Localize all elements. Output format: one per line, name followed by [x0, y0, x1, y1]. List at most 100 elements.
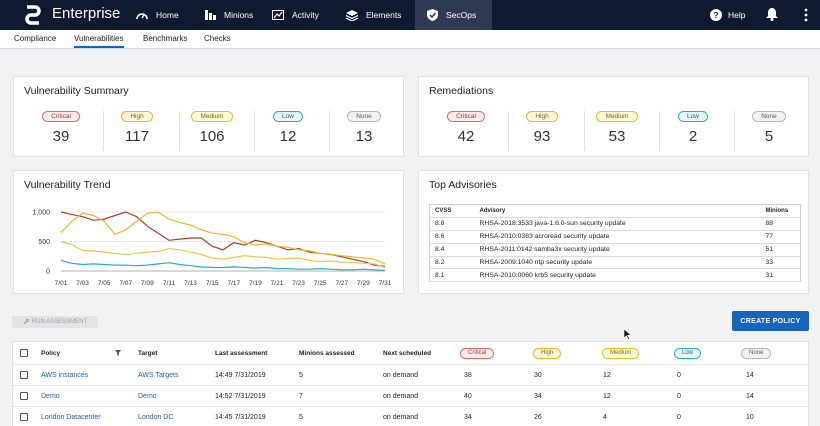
- series-line-3[interactable]: [60, 259, 386, 271]
- tab-checks[interactable]: Checks: [204, 34, 231, 43]
- advisory-name: RHSA-2018:3533 java-1.6.0-sun security u…: [474, 217, 761, 231]
- bell-icon[interactable]: [766, 8, 778, 21]
- checkbox[interactable]: [20, 371, 28, 379]
- column-header-policy[interactable]: Policy: [41, 342, 60, 364]
- minions-count: 51: [760, 243, 801, 257]
- policy-link[interactable]: Demo: [41, 392, 60, 400]
- x-tick-label: 7/01: [55, 280, 68, 287]
- table-row[interactable]: London Datacenter London DC 14:45 7/31/2…: [13, 407, 808, 426]
- shield-icon: [427, 9, 438, 21]
- tab-compliance[interactable]: Compliance: [14, 34, 57, 43]
- high-badge: High: [121, 111, 153, 122]
- critical-badge: Critical: [447, 111, 485, 122]
- target-link[interactable]: Demo: [138, 392, 157, 400]
- run-assessment-button[interactable]: RUN ASSESSMENT: [12, 316, 98, 328]
- remediation-medium[interactable]: Medium 53: [582, 111, 652, 145]
- tab-vulnerabilities[interactable]: Vulnerabilities: [74, 34, 124, 48]
- column-header: Next scheduled: [383, 349, 432, 357]
- next-scheduled: on demand: [383, 371, 419, 379]
- next-scheduled: on demand: [383, 413, 419, 421]
- policies-header-row: Policy Target Last assessment Minions as…: [13, 342, 808, 365]
- divider: [329, 111, 330, 151]
- x-tick-label: 7/23: [292, 280, 305, 287]
- table-row[interactable]: AWS instances AWS Targets 14:49 7/31/201…: [13, 365, 808, 386]
- remediations-card: Remediations Critical 42 High 93 Medium 53 …: [418, 76, 809, 157]
- tab-benchmarks[interactable]: Benchmarks: [143, 34, 188, 43]
- checkbox[interactable]: [20, 392, 28, 400]
- vulnerability-summary-card: Vulnerability Summary Critical 39 High 117…: [13, 76, 404, 157]
- column-header-target[interactable]: Target: [138, 342, 157, 364]
- secops-subnav: Compliance Vulnerabilities Benchmarks Ch…: [0, 30, 820, 49]
- vulnerability-trend-title: Vulnerability Trend: [24, 179, 111, 191]
- run-assessment-label: RUN ASSESSMENT: [31, 319, 88, 325]
- minions-count: 33: [760, 256, 801, 270]
- column-header-next-scheduled[interactable]: Next scheduled: [383, 342, 431, 364]
- column-header[interactable]: CVSS: [429, 204, 475, 218]
- column-header-medium[interactable]: Medium: [602, 342, 640, 364]
- advisory-row[interactable]: 8.6 RHSA-2010:0383 acroread security upda…: [429, 230, 801, 244]
- column-header[interactable]: Minions: [760, 204, 801, 218]
- advisories-header-row: CVSS Advisory Minions: [429, 204, 801, 218]
- target-link[interactable]: London DC: [138, 413, 174, 421]
- low-count: 0: [677, 371, 681, 379]
- last-assessment: 14:49 7/31/2019: [215, 371, 266, 379]
- column-header-none[interactable]: None: [741, 342, 772, 364]
- advisories-table: CVSS Advisory Minions 8.8 RHSA-2018:3533 …: [429, 204, 801, 283]
- row-checkbox[interactable]: [20, 407, 28, 426]
- select-all-checkbox[interactable]: [20, 342, 28, 364]
- row-checkbox[interactable]: [20, 386, 28, 406]
- server-icon: [205, 10, 216, 20]
- remediation-none[interactable]: None 5: [734, 111, 804, 145]
- brand-name: Enterprise: [52, 5, 121, 22]
- none-badge: None: [741, 347, 772, 359]
- filter-icon[interactable]: [115, 350, 121, 356]
- summary-critical[interactable]: Critical 39: [26, 111, 96, 145]
- summary-high[interactable]: High 117: [102, 111, 172, 145]
- nav-home[interactable]: Home: [136, 0, 179, 30]
- nav-activity[interactable]: Activity: [272, 0, 319, 30]
- advisory-row[interactable]: 8.8 RHSA-2018:3533 java-1.6.0-sun securit…: [429, 217, 801, 231]
- policy-link[interactable]: AWS instances: [41, 371, 89, 379]
- checkbox[interactable]: [20, 349, 28, 357]
- summary-low[interactable]: Low 12: [253, 111, 323, 145]
- last-assessment: 14:45 7/31/2019: [215, 413, 266, 421]
- create-policy-button[interactable]: CREATE POLICY: [732, 311, 809, 331]
- medium-count: 12: [603, 371, 611, 379]
- advisory-row[interactable]: 8.1 RHSA-2010:0060 krb5 security update 31: [429, 268, 801, 283]
- series-line-0[interactable]: [60, 211, 386, 267]
- help-button[interactable]: ? Help: [710, 0, 745, 30]
- policies-table: Policy Target Last assessment Minions as…: [12, 341, 809, 426]
- low-badge: Low: [273, 111, 303, 122]
- more-vertical-icon[interactable]: [804, 8, 808, 22]
- column-header[interactable]: Advisory: [474, 204, 761, 218]
- series-line-2[interactable]: [60, 240, 386, 269]
- advisory-row[interactable]: 8.2 RHSA-2009:1040 ntp security update 33: [429, 256, 801, 270]
- nav-elements[interactable]: Elements: [346, 0, 401, 30]
- column-header-high[interactable]: High: [533, 342, 562, 364]
- summary-none[interactable]: None 13: [329, 111, 399, 145]
- checkbox[interactable]: [20, 413, 28, 421]
- divider: [103, 111, 104, 151]
- policy-link[interactable]: London Datacenter: [41, 413, 101, 421]
- vulnerability-trend-card: Vulnerability Trend 0 500 1,000 7/01 7/03 7/0…: [13, 170, 404, 294]
- row-checkbox[interactable]: [20, 365, 28, 385]
- remediation-high[interactable]: High 93: [507, 111, 577, 145]
- column-header-minions-assessed[interactable]: Minions assessed: [299, 342, 355, 364]
- target-link[interactable]: AWS Targets: [138, 371, 179, 379]
- top-advisories-card: Top Advisories CVSS Advisory Minions 8.8…: [418, 170, 809, 294]
- remediation-critical[interactable]: Critical 42: [431, 111, 501, 145]
- remediation-low[interactable]: Low 2: [658, 111, 728, 145]
- nav-minions[interactable]: Minions: [205, 0, 253, 30]
- series-line-1[interactable]: [60, 211, 386, 265]
- column-header-critical[interactable]: Critical: [460, 342, 495, 364]
- column-header-low[interactable]: Low: [674, 342, 702, 364]
- advisory-name: RHSA-2011:0142 samba3x security update: [474, 243, 761, 257]
- summary-medium[interactable]: Medium 106: [177, 111, 247, 145]
- vulnerability-summary-title: Vulnerability Summary: [24, 85, 129, 97]
- column-header-last-assessment[interactable]: Last assessment: [215, 342, 267, 364]
- nav-secops[interactable]: SecOps: [415, 0, 492, 30]
- advisory-row[interactable]: 8.4 RHSA-2011:0142 samba3x security updat…: [429, 243, 801, 257]
- x-tick-label: 7/15: [206, 280, 219, 287]
- table-row[interactable]: Demo Demo 14:52 7/31/2019 7 on demand 40…: [13, 386, 808, 407]
- saltstack-logo[interactable]: [22, 4, 44, 26]
